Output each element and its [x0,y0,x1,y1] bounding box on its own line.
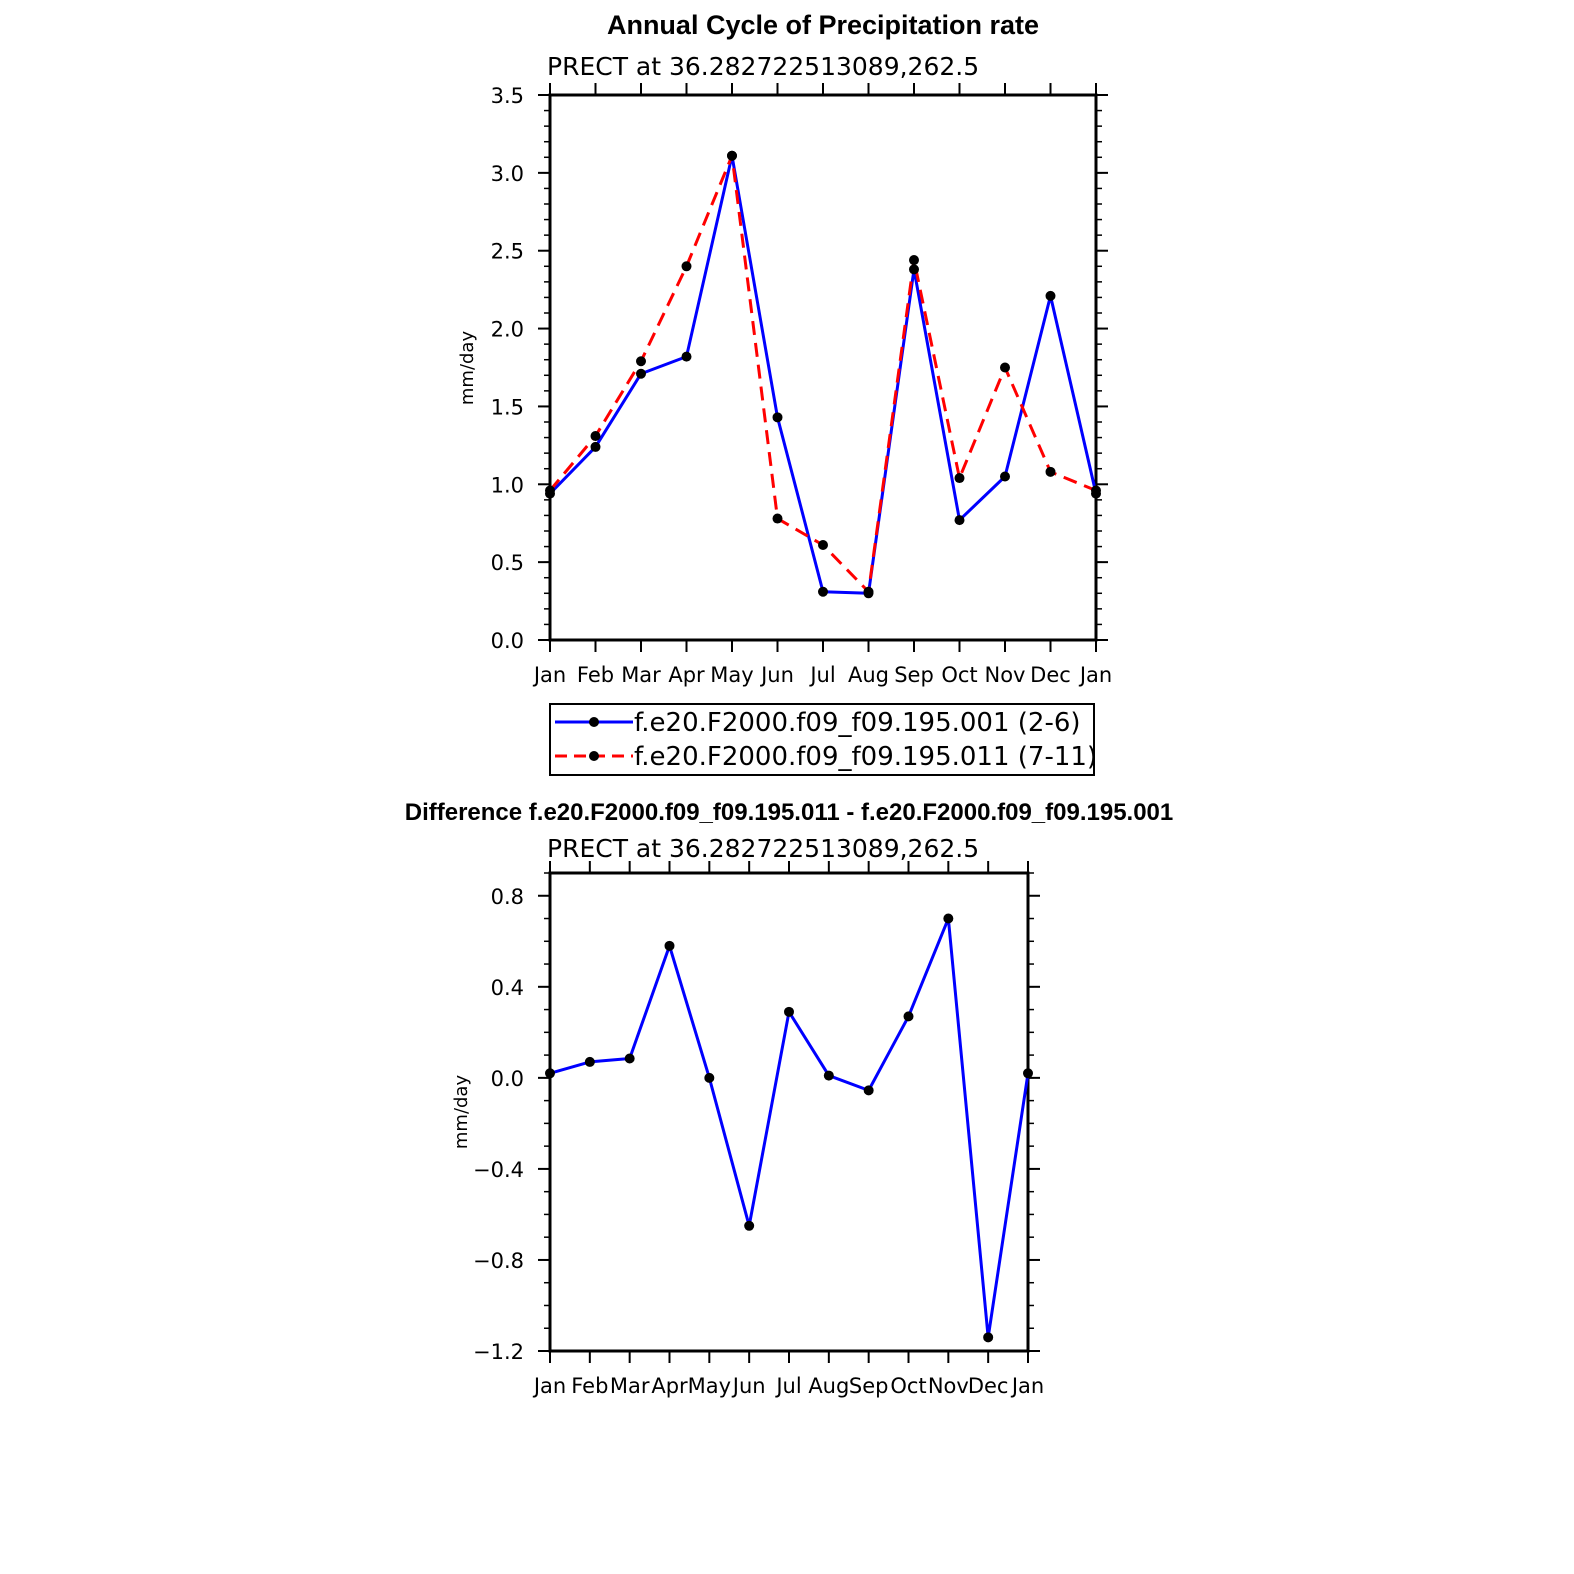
data-point-series-1 [909,264,919,275]
chart-subtitle: PRECT at 36.282722513089,262.5 [547,52,979,81]
y-tick-label: −0.4 [473,1158,524,1182]
x-tick-label: Nov [928,1374,969,1398]
data-point-series-1 [624,1053,635,1064]
data-point-series-1 [744,1220,755,1231]
series-layer [545,913,1033,1343]
data-point-series-1 [943,913,954,924]
y-tick-label: −1.2 [473,1340,524,1364]
legend-marker-series-1 [589,717,599,727]
data-point-series-2 [863,586,874,597]
data-point-series-1 [704,1072,715,1083]
y-tick-label: −0.8 [473,1249,524,1273]
data-point-series-1 [681,351,692,362]
plot-frame [548,93,1098,642]
x-tick-label: Jan [1078,663,1112,687]
data-point-series-1 [664,940,675,951]
x-tick-label: Oct [941,663,977,687]
y-tick-label: 1.0 [491,473,524,497]
x-tick-label: Jun [759,663,794,687]
data-point-series-2 [590,431,601,442]
data-point-series-1 [636,368,646,379]
precipitation-annual-cycle-chart: Annual Cycle of Precipitation rate PRECT… [457,10,1112,776]
data-point-series-1 [584,1056,595,1067]
data-point-series-2 [772,513,783,524]
x-tick-label: Feb [571,1374,608,1398]
legend-box [549,703,1095,776]
data-point-series-1 [823,1070,834,1081]
x-tick-label: Jul [774,1374,801,1398]
data-point-series-2 [818,540,828,551]
data-point-series-1 [1045,290,1056,301]
legend-entry-series-2: f.e20.F2000.f09_f09.195.011 (7-11) [634,742,1097,772]
y-axis-label: mm/day [451,1075,472,1150]
data-point-series-2 [1091,485,1101,496]
y-tick-label: 0.4 [491,976,524,1000]
data-point-series-1 [772,412,783,423]
x-tick-label: Aug [808,1374,849,1398]
legend-marker-series-2 [589,751,599,761]
series-line-2 [548,154,1097,594]
x-tick-label: Apr [651,1374,688,1398]
data-point-series-2 [636,356,646,367]
y-tick-label: 2.0 [491,318,524,342]
x-tick-label: May [688,1374,731,1398]
data-point-series-2 [1045,466,1056,477]
series-line-1 [549,917,1030,1339]
x-tick-label: Jan [532,663,566,687]
y-tick-label: 3.0 [491,162,524,186]
x-tick-label: Apr [668,663,705,687]
data-point-series-1 [818,586,828,597]
chart-title: Annual Cycle of Precipitation rate [607,10,1039,40]
x-tick-label: Jan [532,1374,566,1398]
legend: f.e20.F2000.f09_f09.195.001 (2-6) f.e20.… [549,703,1097,776]
y-tick-label: 0.0 [491,629,524,653]
data-point-series-1 [784,1006,794,1017]
x-tick-label: Jun [731,1374,766,1398]
x-tick-label: Aug [848,663,889,687]
plot-axes: Jan Feb Mar Apr May Jun Jul Aug Sep Oct Nov Dec Jan−… [473,861,1044,1398]
legend-entry-series-1: f.e20.F2000.f09_f09.195.001 (2-6) [634,708,1081,738]
data-point-series-1 [1000,471,1010,482]
x-tick-label: Mar [621,663,661,687]
x-tick-label: Dec [968,1374,1009,1398]
data-point-series-2 [545,485,555,496]
x-tick-label: Oct [890,1374,926,1398]
data-point-series-1 [1023,1068,1033,1079]
plot-axes: Jan Feb Mar Apr May Jun Jul Aug Sep Oct Nov Dec Jan 0… [491,83,1112,687]
y-tick-label: 2.5 [491,240,524,264]
data-point-series-2 [681,261,692,272]
data-point-series-2 [1000,362,1010,373]
x-tick-label: Feb [577,663,614,687]
x-tick-label: Dec [1030,663,1071,687]
x-tick-label: Mar [610,1374,650,1398]
plot-frame [548,871,1030,1353]
series-layer [545,150,1101,599]
y-tick-label: 1.5 [491,395,524,419]
data-point-series-2 [909,255,919,266]
data-point-series-2 [954,473,965,484]
chart-title: Difference f.e20.F2000.f09_f09.195.011 -… [405,799,1174,826]
precipitation-difference-chart: Difference f.e20.F2000.f09_f09.195.011 -… [405,799,1174,1398]
data-point-series-1 [545,1068,555,1079]
x-tick-label: Jan [1010,1374,1044,1398]
y-tick-label: 3.5 [491,84,524,108]
data-point-series-1 [590,441,601,452]
data-point-series-1 [903,1011,914,1022]
x-tick-label: Nov [985,663,1026,687]
x-tick-label: Sep [849,1374,889,1398]
y-tick-label: 0.8 [491,885,524,909]
data-point-series-1 [954,515,965,526]
chart-subtitle: PRECT at 36.282722513089,262.5 [547,834,979,863]
y-axis-label: mm/day [457,331,478,406]
x-tick-label: Sep [894,663,934,687]
y-tick-label: 0.0 [491,1067,524,1091]
x-tick-label: May [710,663,753,687]
data-point-series-2 [727,150,737,161]
data-point-series-1 [863,1085,874,1096]
x-tick-label: Jul [808,663,835,687]
y-tick-label: 0.5 [491,551,524,575]
data-point-series-1 [983,1332,994,1343]
